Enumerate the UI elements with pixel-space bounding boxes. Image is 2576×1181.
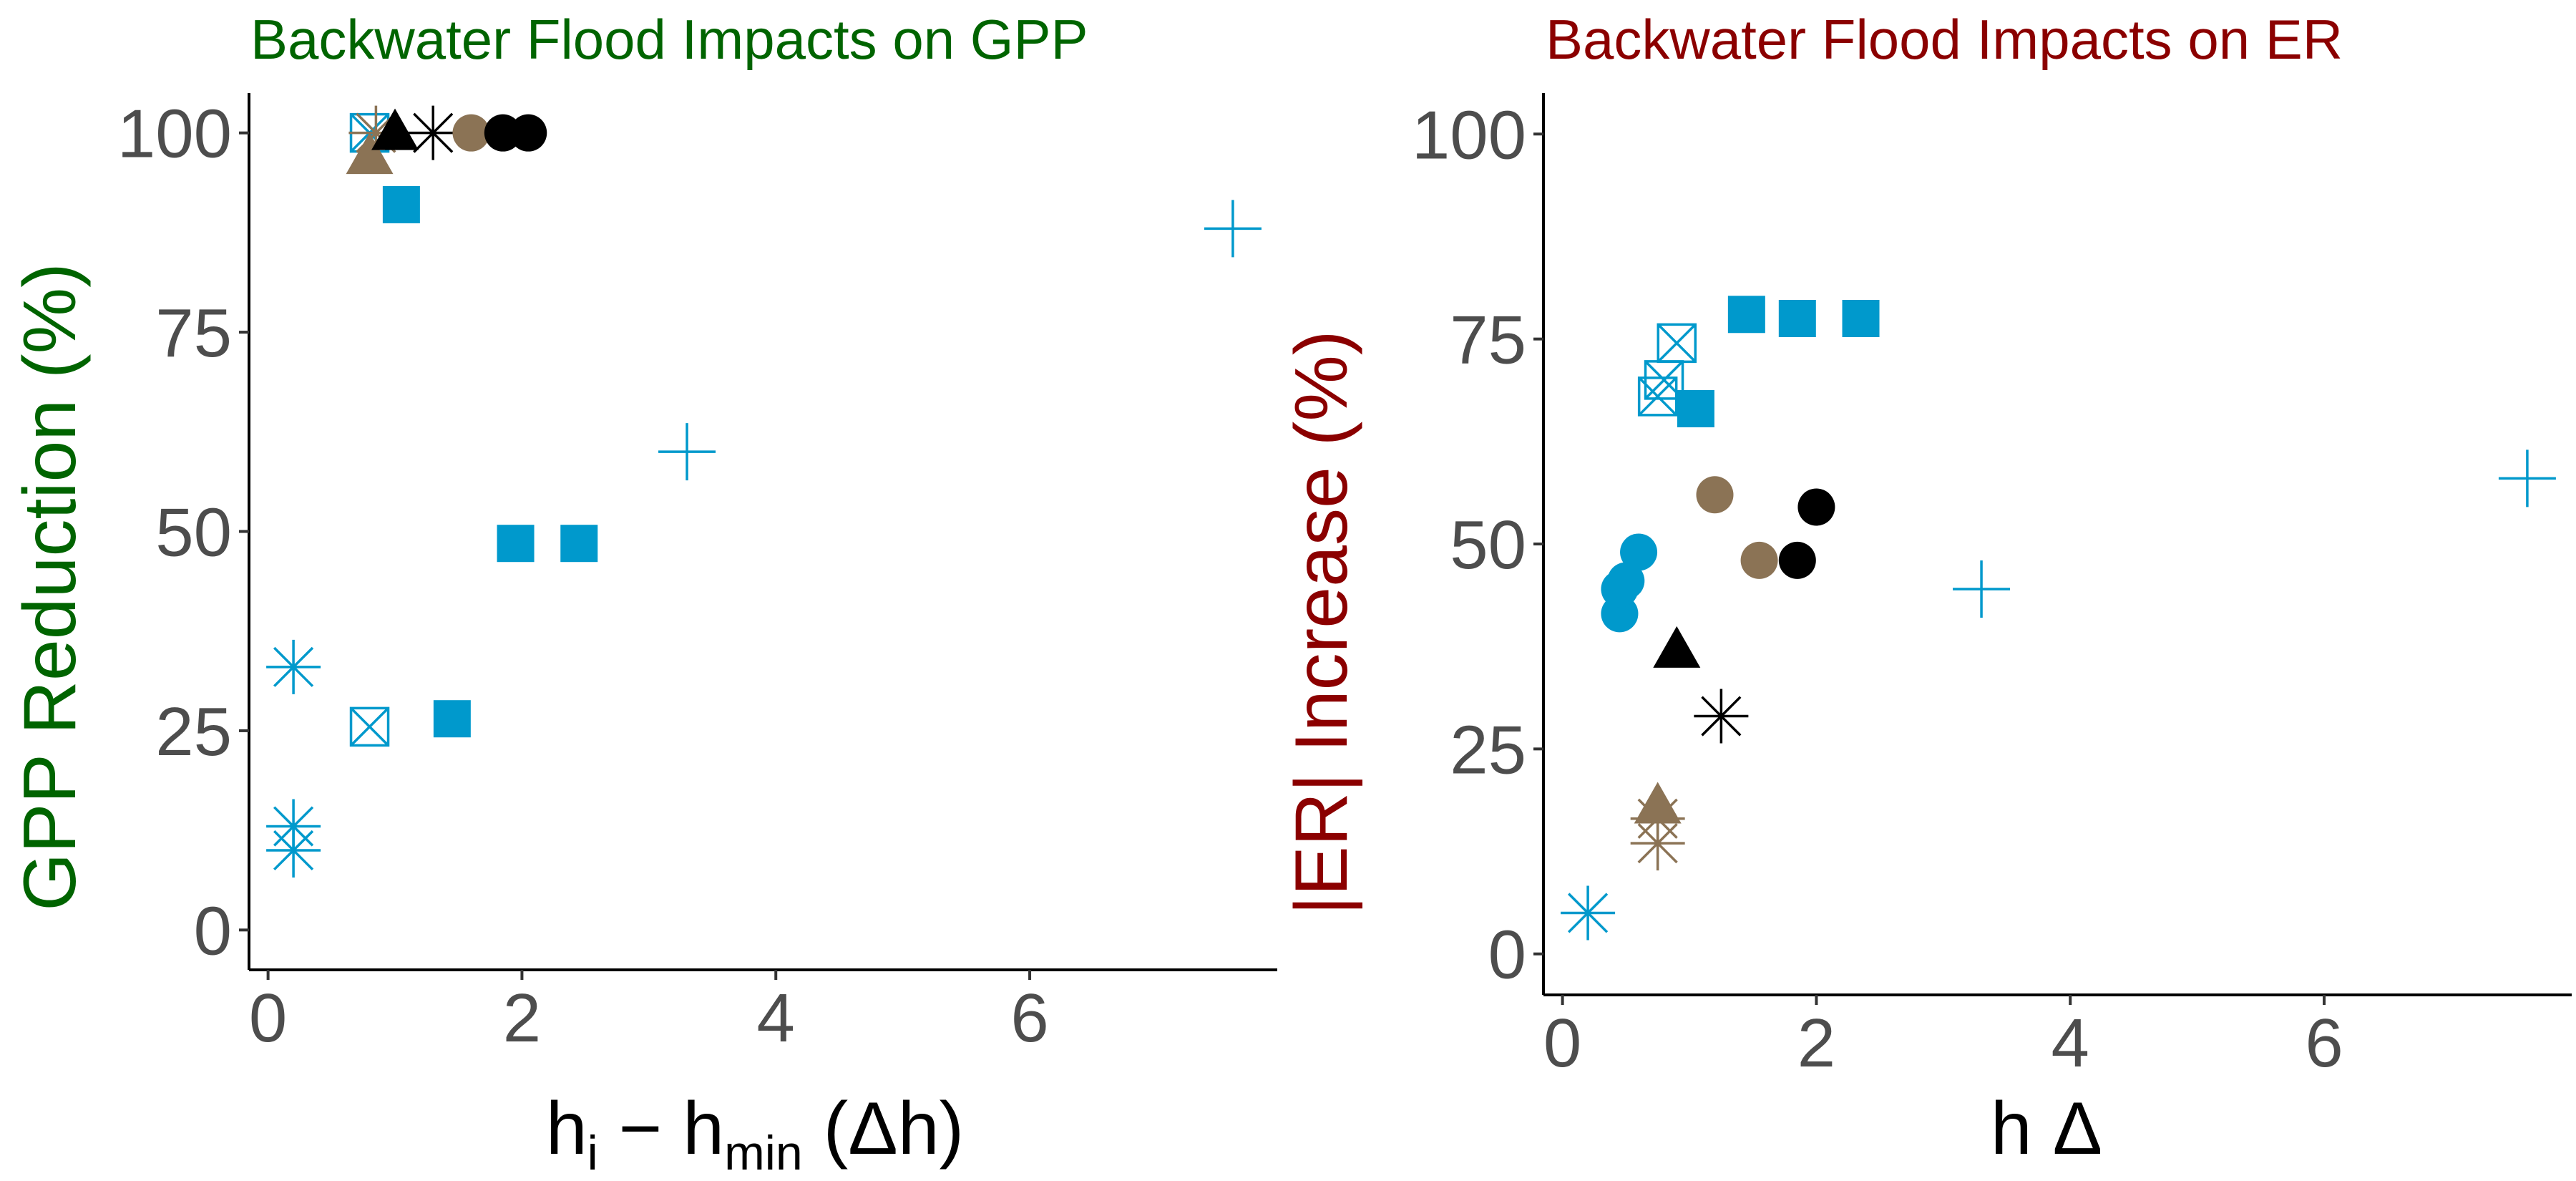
gpp-data-point-square bbox=[382, 185, 420, 223]
gpp-x-tick-label: 6 bbox=[1010, 980, 1048, 1056]
er-data-point-circle bbox=[1607, 562, 1645, 600]
gpp-data-point-plus bbox=[1204, 200, 1262, 258]
er-data-point-triangle bbox=[1634, 782, 1682, 824]
gpp-x-tick-label: 4 bbox=[757, 980, 795, 1056]
er-panel: Backwater Flood Impacts on ER |ER| Incre… bbox=[1280, 8, 2572, 1170]
gpp-data-point-circle bbox=[509, 114, 547, 152]
er-x-tick-label: 6 bbox=[2305, 1005, 2343, 1082]
er-data-point-asterisk bbox=[1561, 885, 1616, 941]
gpp-data-point-plus bbox=[658, 423, 716, 481]
gpp-y-tick-label: 100 bbox=[117, 96, 232, 172]
er-chart-title: Backwater Flood Impacts on ER bbox=[1546, 8, 2343, 71]
er-data-point-asterisk bbox=[1694, 689, 1749, 744]
gpp-data-point-boxx bbox=[349, 706, 390, 747]
gpp-x-axis-label: hi − hmin (Δh) bbox=[546, 1087, 964, 1180]
er-y-tick-label: 0 bbox=[1488, 917, 1526, 993]
er-data-point-square bbox=[1842, 300, 1880, 337]
er-y-tick-label: 25 bbox=[1450, 711, 1526, 788]
gpp-data-point-asterisk bbox=[348, 105, 404, 160]
gpp-data-point-square bbox=[497, 525, 535, 563]
er-data-point-circle bbox=[1797, 488, 1835, 526]
gpp-data-point-square bbox=[433, 700, 471, 738]
gpp-y-tick-label: 25 bbox=[155, 694, 232, 770]
er-data-point-plus bbox=[1953, 560, 2011, 618]
gpp-data-points bbox=[266, 105, 1262, 878]
er-y-axis-label: |ER| Increase (%) bbox=[1280, 331, 1363, 915]
gpp-y-tick-label: 0 bbox=[194, 893, 232, 969]
er-data-point-circle bbox=[1740, 541, 1778, 579]
er-data-point-plus bbox=[2498, 449, 2556, 507]
gpp-y-tick-label: 75 bbox=[155, 295, 232, 371]
er-data-points bbox=[1561, 296, 2556, 941]
er-y-tick-label: 75 bbox=[1450, 302, 1526, 379]
er-y-tick-label: 100 bbox=[1412, 97, 1526, 173]
er-x-tick-label: 0 bbox=[1543, 1005, 1581, 1082]
gpp-y-axis-label: GPP Reduction (%) bbox=[9, 263, 92, 911]
er-y-tick-label: 50 bbox=[1450, 507, 1526, 583]
gpp-data-point-asterisk bbox=[266, 822, 321, 878]
er-data-point-square bbox=[1778, 300, 1816, 337]
gpp-panel: Backwater Flood Impacts on GPP GPP Reduc… bbox=[9, 8, 1277, 1180]
gpp-data-point-triangle bbox=[346, 132, 394, 175]
er-data-point-square bbox=[1677, 390, 1714, 427]
gpp-data-point-triangle bbox=[371, 108, 419, 150]
er-x-tick-label: 4 bbox=[2051, 1005, 2089, 1082]
er-data-point-square bbox=[1727, 296, 1765, 334]
gpp-y-tick-label: 50 bbox=[155, 495, 232, 571]
gpp-x-tick-label: 0 bbox=[249, 980, 287, 1056]
er-x-tick-label: 2 bbox=[1797, 1005, 1835, 1082]
gpp-data-point-asterisk bbox=[266, 639, 321, 694]
er-data-point-circle bbox=[1620, 533, 1658, 571]
er-data-point-circle bbox=[1696, 476, 1734, 514]
gpp-x-tick-label: 2 bbox=[503, 980, 541, 1056]
er-data-point-circle bbox=[1778, 541, 1816, 579]
er-data-point-triangle bbox=[1653, 626, 1701, 668]
gpp-data-point-square bbox=[560, 525, 598, 563]
gpp-data-point-circle bbox=[452, 114, 490, 152]
er-x-axis-label: h Δ bbox=[1991, 1087, 2102, 1170]
gpp-data-point-asterisk bbox=[406, 105, 461, 160]
gpp-chart-title: Backwater Flood Impacts on GPP bbox=[250, 8, 1088, 71]
er-data-point-boxx bbox=[1657, 323, 1697, 364]
